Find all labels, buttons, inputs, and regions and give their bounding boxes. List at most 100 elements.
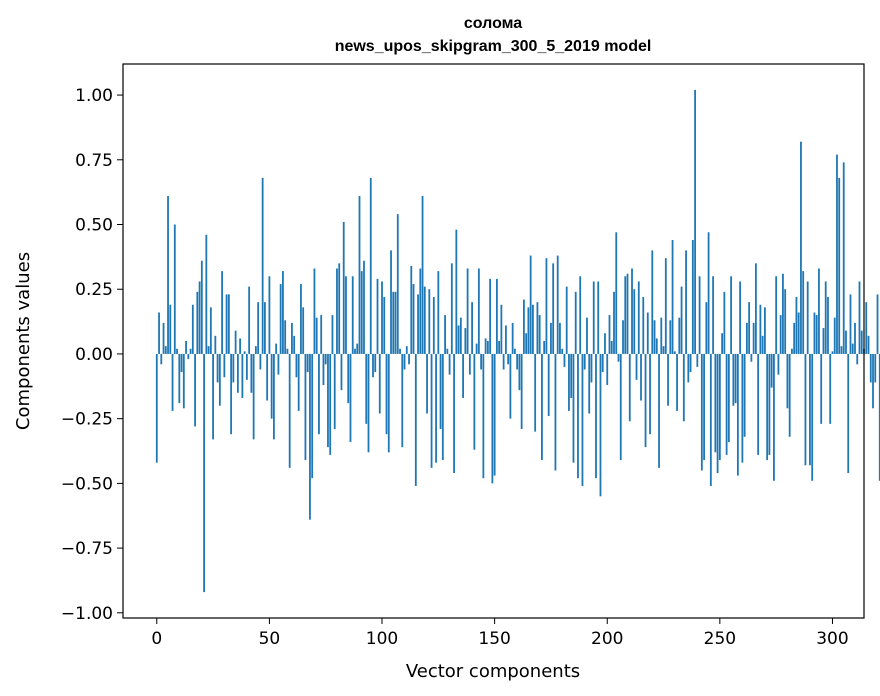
bar-226 — [664, 258, 667, 354]
bar-231 — [676, 353, 678, 411]
bar-148 — [489, 278, 492, 354]
bar-24 — [209, 307, 212, 354]
bar-138 — [466, 268, 469, 354]
bar-100 — [381, 281, 383, 354]
bar-266 — [754, 263, 757, 354]
bar-56 — [282, 271, 284, 354]
bar-230 — [673, 351, 676, 354]
bar-309 — [851, 343, 854, 354]
bar-57 — [284, 320, 287, 354]
bar-284 — [795, 296, 798, 354]
bar-124 — [435, 353, 437, 463]
bar-23 — [207, 346, 210, 354]
bar-184 — [570, 353, 573, 398]
y-tick-label: 0.50 — [75, 216, 113, 236]
bar-110 — [403, 353, 406, 370]
bar-303 — [838, 177, 841, 354]
bar-212 — [633, 289, 636, 354]
bar-239 — [694, 89, 696, 354]
bar-311 — [856, 353, 859, 365]
x-tick-label: 100 — [366, 629, 398, 649]
y-tick-label: 0.25 — [75, 280, 113, 300]
bar-207 — [622, 320, 624, 354]
bar-25 — [212, 353, 214, 440]
bar-171 — [541, 353, 543, 461]
x-tick-label: 250 — [704, 629, 736, 649]
bar-261 — [743, 353, 746, 437]
bar-296 — [822, 328, 825, 354]
bar-191 — [586, 317, 588, 354]
bar-299 — [829, 353, 832, 424]
bar-243 — [703, 353, 705, 461]
bar-249 — [716, 353, 719, 474]
bar-264 — [750, 353, 753, 362]
bar-285 — [797, 312, 800, 354]
bar-84 — [345, 276, 347, 354]
bar-126 — [439, 353, 442, 430]
bar-116 — [417, 294, 419, 354]
bar-316 — [867, 335, 870, 354]
bar-150 — [493, 353, 496, 476]
bar-65 — [302, 307, 305, 354]
bar-145 — [482, 353, 485, 479]
bar-36 — [236, 353, 239, 393]
bar-223 — [658, 353, 660, 468]
bar-200 — [606, 353, 609, 386]
bar-245 — [707, 232, 710, 354]
bar-89 — [356, 343, 359, 354]
bar-293 — [815, 315, 818, 354]
bar-54 — [277, 353, 280, 375]
bar-19 — [198, 281, 201, 354]
bar-52 — [273, 353, 275, 440]
x-tick-label: 0 — [151, 629, 162, 649]
x-tick-label: 200 — [591, 629, 623, 649]
bar-28 — [218, 353, 221, 406]
bar-61 — [293, 335, 296, 354]
bar-15 — [189, 348, 192, 354]
bar-256 — [732, 353, 735, 406]
bar-32 — [227, 294, 230, 354]
bar-146 — [484, 338, 487, 354]
bar-279 — [784, 289, 787, 354]
bar-43 — [252, 353, 255, 440]
bar-192 — [588, 353, 591, 414]
bar-220 — [651, 250, 654, 354]
bar-120 — [426, 353, 428, 414]
bar-70 — [313, 268, 316, 354]
bar-101 — [383, 296, 386, 354]
bar-278 — [782, 273, 784, 354]
bar-104 — [390, 250, 392, 354]
bar-281 — [788, 353, 791, 437]
bar-10 — [178, 353, 181, 404]
bar-135 — [459, 317, 462, 354]
bar-151 — [495, 278, 498, 354]
bar-174 — [547, 353, 550, 417]
bar-139 — [468, 353, 471, 375]
bar-26 — [214, 335, 217, 354]
bar-169 — [536, 302, 539, 354]
bar-109 — [401, 353, 404, 448]
bar-115 — [414, 353, 417, 486]
bar-123 — [432, 296, 435, 354]
bar-186 — [574, 291, 577, 354]
bar-162 — [520, 353, 523, 430]
bar-189 — [581, 353, 584, 486]
bar-188 — [579, 276, 582, 354]
bar-319 — [874, 353, 877, 383]
bar-291 — [811, 353, 814, 481]
bar-273 — [770, 353, 773, 388]
bar-211 — [631, 268, 633, 354]
x-axis-ticks: 0 50 100 150 200 250 300 — [151, 618, 849, 649]
bar-27 — [216, 353, 219, 383]
bar-297 — [824, 281, 827, 354]
bar-113 — [410, 265, 413, 354]
y-tick-label: 0.00 — [75, 345, 113, 365]
bar-60 — [291, 322, 293, 354]
bar-98 — [376, 278, 379, 354]
bar-163 — [523, 299, 525, 354]
bar-166 — [529, 255, 532, 354]
bar-203 — [613, 291, 615, 354]
bar-58 — [286, 348, 289, 354]
bar-91 — [360, 271, 363, 354]
bar-218 — [646, 312, 649, 354]
